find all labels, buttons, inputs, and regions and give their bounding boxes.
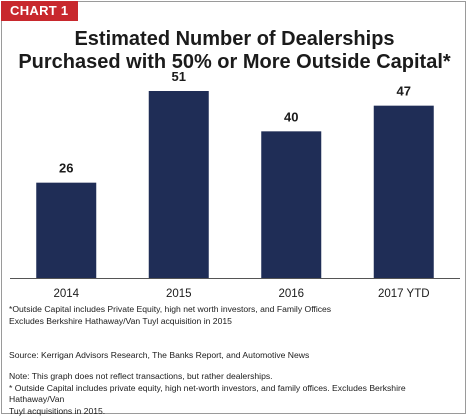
general-note-line-2: * Outside Capital includes private equit… [9,382,406,405]
x-tick-label-2: 2015 [166,288,192,300]
x-tick-label-4: 2017 YTD [378,288,430,300]
bar-value-label-3: 40 [284,109,298,124]
bar-1 [36,182,97,278]
bar-3 [261,131,322,278]
chart-footnote: *Outside Capital includes Private Equity… [9,304,389,327]
bar-2 [148,91,209,278]
x-tick-label-1: 2014 [53,288,79,300]
general-note-line-1: Note: This graph does not reflect transa… [9,371,273,381]
source-note: Source: Kerrigan Advisors Research, The … [9,350,310,360]
general-note-line-3: Tuyl acquisitions in 2015. [9,405,106,416]
bar-value-label-2: 51 [172,69,186,84]
bar-value-label-1: 26 [59,161,73,176]
x-tick-label-3: 2016 [278,288,304,300]
general-note: Note: This graph does not reflect transa… [9,371,461,417]
chart-title: Estimated Number of Dealerships Purchase… [0,28,469,74]
chart-footnote-line-1: *Outside Capital includes Private Equity… [9,304,332,314]
bar-4 [373,105,434,279]
chart-title-line-1: Estimated Number of Dealerships [74,28,395,50]
chart-footnote-line-2: Excludes Berkshire Hathaway/Van Tuyl acq… [9,315,232,326]
chart-badge: CHART 1 [1,1,78,21]
bar-value-label-4: 47 [397,84,411,99]
chart-title-line-2: Purchased with 50% or More Outside Capit… [18,51,451,73]
